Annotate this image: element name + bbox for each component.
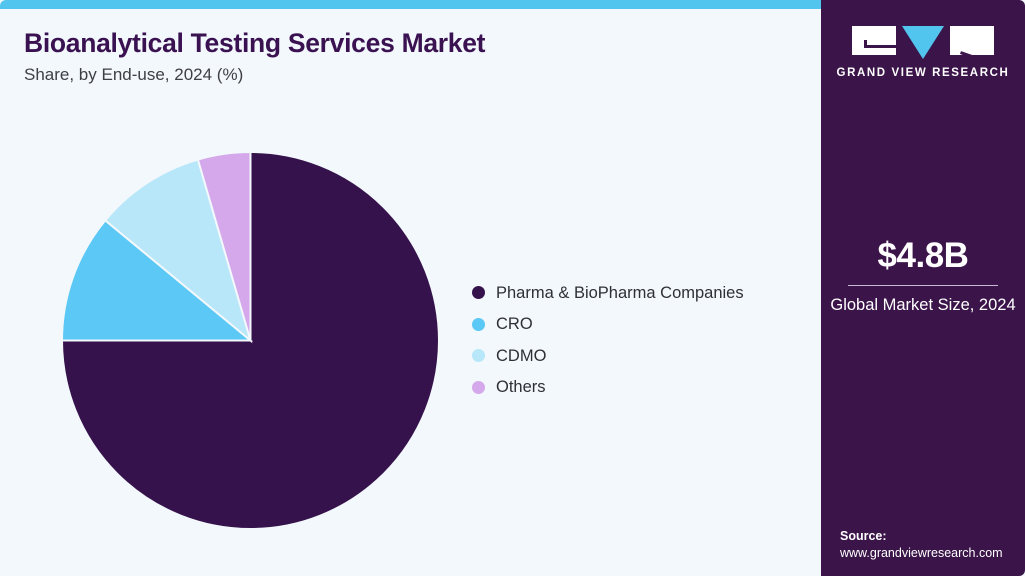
pie-slice-group (62, 152, 439, 529)
stat-caption: Global Market Size, 2024 (830, 295, 1016, 314)
logo-wordmark: GRAND VIEW RESEARCH (836, 67, 1010, 79)
pie-slice (62, 218, 254, 342)
legend-label: Pharma & BioPharma Companies (496, 283, 744, 302)
pie-chart (62, 152, 439, 529)
legend-label: CDMO (496, 346, 547, 365)
legend-swatch-icon (472, 349, 485, 363)
legend-label: CRO (496, 315, 533, 333)
logo-g-icon (852, 26, 896, 55)
logo-marks (821, 26, 1025, 59)
stat-divider (848, 284, 998, 286)
page-subtitle: Share, by End-use, 2024 (%) (24, 64, 244, 84)
pie-chart-svg (62, 152, 439, 529)
page-title: Bioanalytical Testing Services Market (24, 28, 486, 58)
pie-slice (103, 158, 253, 344)
legend-swatch-icon (472, 286, 485, 300)
legend-label: Others (496, 378, 546, 396)
legend-item: Pharma & BioPharma Companies (472, 277, 802, 309)
legend-item: CRO (472, 309, 802, 341)
source-label: Source: (840, 529, 887, 544)
legend-swatch-icon (472, 317, 485, 331)
brand-logo: GRAND VIEW RESEARCH (821, 26, 1025, 79)
legend-swatch-icon (472, 380, 485, 394)
pie-slice (196, 152, 252, 341)
brand-panel: GRAND VIEW RESEARCH $4.8B Global Market … (821, 0, 1025, 576)
chart-panel: Bioanalytical Testing Services Market Sh… (0, 9, 821, 576)
legend-item: CDMO (472, 340, 802, 372)
logo-v-triangle-icon (902, 26, 944, 59)
legend-item: Others (472, 372, 802, 404)
stat-value: $4.8B (877, 236, 969, 275)
market-size-stat: $4.8B Global Market Size, 2024 (821, 236, 1025, 316)
title-block: Bioanalytical Testing Services Market Sh… (24, 28, 784, 85)
source-url: www.grandviewresearch.com (840, 546, 1003, 561)
logo-r-icon (950, 26, 994, 55)
chart-legend: Pharma & BioPharma Companies CRO CDMO Other… (472, 277, 802, 403)
source-block: Source: www.grandviewresearch.com (840, 528, 1020, 562)
top-accent-bar (0, 0, 821, 9)
